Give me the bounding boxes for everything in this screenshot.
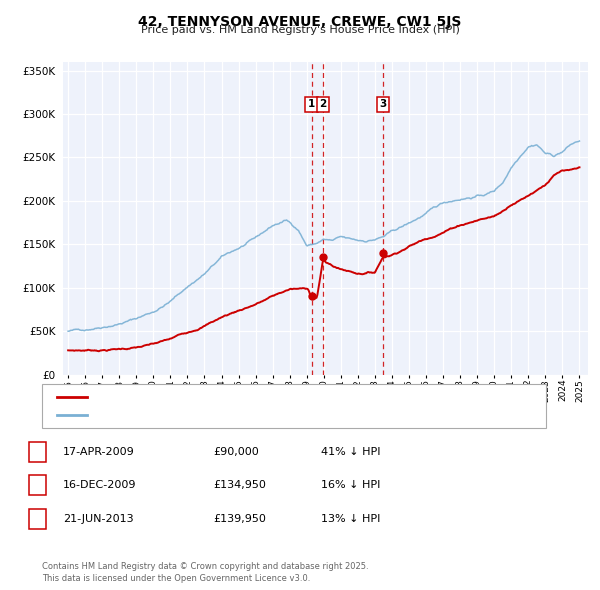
Text: 21-JUN-2013: 21-JUN-2013 <box>63 514 134 524</box>
Text: £134,950: £134,950 <box>213 480 266 490</box>
Text: 1: 1 <box>308 99 316 109</box>
Text: 3: 3 <box>34 514 41 524</box>
Text: 16% ↓ HPI: 16% ↓ HPI <box>321 480 380 490</box>
Text: £139,950: £139,950 <box>213 514 266 524</box>
Text: £90,000: £90,000 <box>213 447 259 457</box>
Text: 16-DEC-2009: 16-DEC-2009 <box>63 480 137 490</box>
Text: 1: 1 <box>34 447 41 457</box>
Text: 3: 3 <box>379 99 386 109</box>
Text: 2: 2 <box>34 480 41 490</box>
Text: HPI: Average price, semi-detached house, Cheshire East: HPI: Average price, semi-detached house,… <box>93 411 368 420</box>
Text: 2: 2 <box>319 99 327 109</box>
Text: 42, TENNYSON AVENUE, CREWE, CW1 5JS: 42, TENNYSON AVENUE, CREWE, CW1 5JS <box>139 15 461 29</box>
Text: 17-APR-2009: 17-APR-2009 <box>63 447 135 457</box>
Text: 13% ↓ HPI: 13% ↓ HPI <box>321 514 380 524</box>
Text: 41% ↓ HPI: 41% ↓ HPI <box>321 447 380 457</box>
Text: Price paid vs. HM Land Registry's House Price Index (HPI): Price paid vs. HM Land Registry's House … <box>140 25 460 35</box>
Text: Contains HM Land Registry data © Crown copyright and database right 2025.
This d: Contains HM Land Registry data © Crown c… <box>42 562 368 583</box>
Text: 42, TENNYSON AVENUE, CREWE, CW1 5JS (semi-detached house): 42, TENNYSON AVENUE, CREWE, CW1 5JS (sem… <box>93 392 413 402</box>
